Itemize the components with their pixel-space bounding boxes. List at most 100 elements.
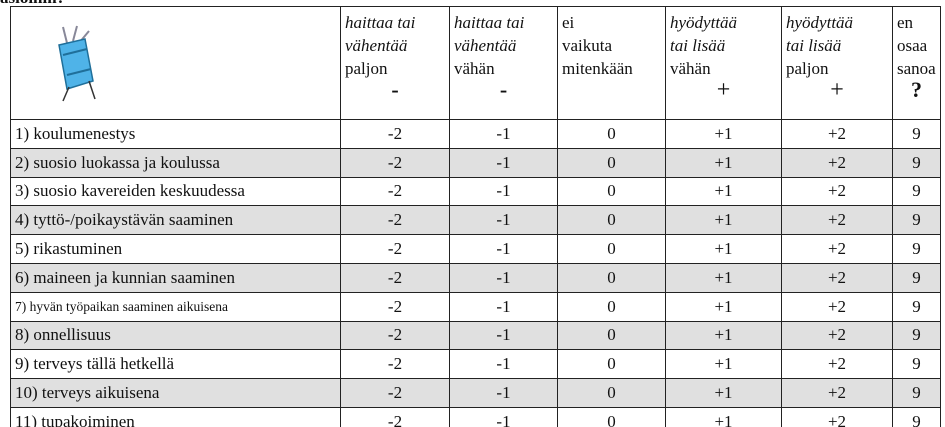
scale-value: +1: [665, 205, 782, 236]
table-row: 8) onnellisuus -2 -1 0 +1 +2 9: [10, 320, 941, 351]
header-line: tai lisää: [670, 36, 726, 55]
scale-value: +1: [665, 349, 782, 380]
scale-value: 0: [557, 119, 666, 149]
scale-value: -1: [449, 262, 558, 293]
scale-value: +2: [781, 119, 893, 149]
table-row: 9) terveys tällä hetkellä -2 -1 0 +1 +2 9: [10, 349, 941, 380]
column-header: hyödyttää tai lisää vähän +: [665, 6, 782, 120]
scale-value: +1: [665, 234, 782, 264]
header-line: sanoa: [897, 59, 936, 78]
header-line: haittaa tai: [345, 13, 416, 32]
scale-value: -2: [340, 406, 450, 427]
header-symbol: -: [499, 77, 508, 102]
scale-value: +2: [781, 378, 893, 408]
scale-value: +1: [665, 320, 782, 351]
scale-value: 9: [892, 176, 941, 207]
scale-value: 0: [557, 378, 666, 408]
scale-value: -1: [449, 234, 558, 264]
scale-value: 0: [557, 147, 666, 178]
scale-value: 9: [892, 147, 941, 178]
row-label: 4) tyttö-/poikaystävän saaminen: [10, 205, 341, 236]
header-line: hyödyttää: [786, 13, 854, 32]
scale-value: -2: [340, 176, 450, 207]
row-label: 6) maineen ja kunnian saaminen: [10, 262, 341, 293]
row-label: 11) tupakoiminen: [10, 406, 341, 427]
scale-value: 9: [892, 234, 941, 264]
table-row: 6) maineen ja kunnian saaminen -2 -1 0 +1 +2 9: [10, 262, 941, 293]
header-symbol: ?: [911, 77, 922, 102]
scale-value: +2: [781, 234, 893, 264]
golf-bag-icon: [58, 25, 96, 102]
scale-value: -1: [449, 205, 558, 236]
scale-value: -2: [340, 378, 450, 408]
row-label: 5) rikastuminen: [10, 234, 341, 264]
scale-value: +2: [781, 349, 893, 380]
scale-value: +2: [781, 320, 893, 351]
header-row: haittaa tai vähentää paljon - haittaa tai väh…: [10, 6, 941, 120]
scale-value: +1: [665, 147, 782, 178]
scale-value: 0: [557, 234, 666, 264]
header-line: haittaa tai: [454, 13, 525, 32]
scale-value: -1: [449, 378, 558, 408]
scale-value: -2: [340, 119, 450, 149]
scale-value: +1: [665, 262, 782, 293]
header-line: osaa: [897, 36, 928, 55]
scale-value: 9: [892, 119, 941, 149]
table-row: 7) hyvän työpaikan saaminen aikuisena -2-…: [10, 291, 941, 322]
scale-value: -2: [340, 234, 450, 264]
survey-table: haittaa tai vähentää paljon - haittaa tai väh…: [10, 6, 941, 427]
row-label: 3) suosio kavereiden keskuudessa: [10, 176, 341, 207]
scale-value: +1: [665, 291, 782, 322]
header-line: hyödyttää: [670, 13, 738, 32]
scale-value: 9: [892, 291, 941, 322]
table-row: 10) terveys aikuisena -2 -1 0 +1 +2 9: [10, 378, 941, 408]
column-header: en osaa sanoa?: [892, 6, 941, 120]
scale-value: 0: [557, 349, 666, 380]
header-line: ei: [562, 13, 575, 32]
row-label: 7) hyvän työpaikan saaminen aikuisena: [10, 291, 341, 322]
scale-value: -1: [449, 176, 558, 207]
header-symbol: -: [391, 77, 399, 102]
scale-value: 0: [557, 205, 666, 236]
scale-value: 9: [892, 378, 941, 408]
header-line: mitenkään: [562, 59, 633, 78]
table-row: 4) tyttö-/poikaystävän saaminen -2 -1 0 +1 +2…: [10, 205, 941, 236]
scale-value: 9: [892, 320, 941, 351]
row-label: 8) onnellisuus: [10, 320, 341, 351]
row-label: 9) terveys tällä hetkellä: [10, 349, 341, 380]
header-line: paljon: [345, 59, 388, 78]
row-label: 2) suosio luokassa ja koulussa: [10, 147, 341, 178]
scale-value: +1: [665, 176, 782, 207]
header-line: vähentää: [345, 36, 408, 55]
table-row: 2) suosio luokassa ja koulussa -2 -1 0 +1 +2 9: [10, 147, 941, 178]
scale-value: 0: [557, 176, 666, 207]
header-line: paljon: [786, 59, 829, 78]
header-line: en: [897, 13, 914, 32]
scale-value: -2: [340, 349, 450, 380]
scale-value: 0: [557, 291, 666, 322]
scale-value: +2: [781, 262, 893, 293]
scale-value: -1: [449, 349, 558, 380]
header-line: vähän: [454, 59, 495, 78]
scale-value: 0: [557, 262, 666, 293]
scale-value: +2: [781, 176, 893, 207]
header-symbol: +: [716, 77, 731, 103]
table-row: 11) tupakoiminen -2 -1 0 +1 +2 9: [10, 406, 941, 427]
heading: asioihin?: [0, 0, 65, 8]
scale-value: 9: [892, 406, 941, 427]
scale-value: -2: [340, 291, 450, 322]
header-symbol: +: [830, 77, 844, 103]
column-header: haittaa tai vähentää paljon -: [340, 6, 450, 120]
scale-value: +1: [665, 406, 782, 427]
table-row: 3) suosio kavereiden keskuudessa -2 -1 0 +1 +…: [10, 176, 941, 207]
column-header: haittaa tai vähentää vähän -: [449, 6, 558, 120]
scale-value: 9: [892, 205, 941, 236]
scale-value: -1: [449, 147, 558, 178]
header-line: vähentää: [454, 36, 517, 55]
scale-value: 0: [557, 406, 666, 427]
scale-value: -1: [449, 320, 558, 351]
scale-value: +1: [665, 119, 782, 149]
scale-value: -1: [449, 291, 558, 322]
header-line: vaikuta: [562, 36, 613, 55]
